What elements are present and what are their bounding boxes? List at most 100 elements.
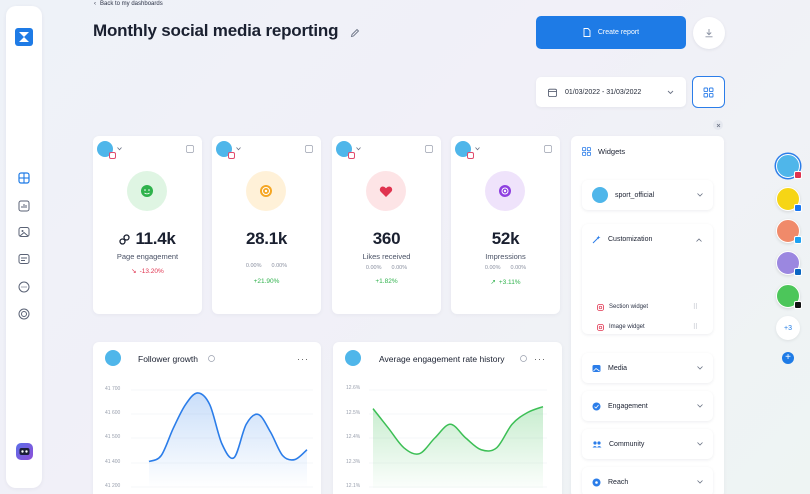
target-icon bbox=[260, 185, 272, 197]
account-avatar[interactable] bbox=[336, 141, 355, 159]
kpi-delta: ↗ +3.11% bbox=[451, 278, 560, 287]
account-selector[interactable]: sport_official bbox=[582, 180, 713, 210]
customization-label: Customization bbox=[608, 236, 653, 243]
heart-icon bbox=[379, 186, 393, 197]
eye-icon bbox=[499, 185, 511, 197]
instagram-badge-icon bbox=[228, 152, 235, 159]
download-icon bbox=[705, 29, 713, 38]
info-icon[interactable] bbox=[305, 145, 313, 153]
account-avatar[interactable] bbox=[216, 141, 235, 159]
listening-icon[interactable] bbox=[18, 308, 30, 320]
account-avatar[interactable] bbox=[97, 141, 116, 159]
chevron-down-icon[interactable] bbox=[117, 147, 122, 151]
image-icon[interactable] bbox=[18, 226, 30, 238]
download-button[interactable] bbox=[693, 17, 725, 49]
account-avatar[interactable] bbox=[345, 350, 361, 366]
widget-group-community[interactable]: Community bbox=[582, 429, 713, 459]
account-avatar-linkedin[interactable] bbox=[776, 251, 802, 276]
more-options-icon[interactable]: ··· bbox=[297, 354, 309, 364]
logo-icon[interactable] bbox=[15, 28, 33, 46]
widgets-header: Widgets bbox=[582, 147, 625, 156]
tiktok-badge-icon bbox=[794, 301, 802, 309]
metric-badge bbox=[366, 171, 406, 211]
kpi-delta: ↘ -13.20% bbox=[93, 267, 202, 276]
kpi-card-likes: 360 Likes received 0.00% 0.00% +1.82% bbox=[332, 136, 441, 314]
chevron-down-icon[interactable] bbox=[356, 147, 361, 151]
instagram-badge-icon bbox=[794, 171, 802, 179]
instagram-badge-icon bbox=[109, 152, 116, 159]
widgets-header-label: Widgets bbox=[598, 147, 626, 156]
close-panel-button[interactable] bbox=[713, 120, 723, 130]
image-icon bbox=[592, 364, 601, 372]
info-icon[interactable] bbox=[544, 145, 552, 153]
follower-growth-card: Follower growth ··· 41 700 41 600 41 500… bbox=[93, 342, 321, 494]
info-icon[interactable] bbox=[186, 145, 194, 153]
kpi-value-text: 28.1k bbox=[245, 229, 288, 248]
dashboard-icon[interactable] bbox=[18, 172, 30, 184]
date-range-picker[interactable]: 01/03/2022 - 31/03/2022 bbox=[536, 77, 686, 107]
y-tick: 41 200 bbox=[105, 483, 121, 489]
create-report-button[interactable]: Create report bbox=[536, 16, 686, 49]
chart-title: Average engagement rate history bbox=[379, 354, 505, 364]
account-avatar-twitter[interactable] bbox=[776, 219, 802, 244]
metric-badge bbox=[246, 171, 286, 211]
drag-handle-icon[interactable]: ⠿ bbox=[692, 304, 698, 311]
facebook-badge-icon bbox=[794, 204, 802, 212]
kpi-subvalues: 0.00% 0.00% bbox=[332, 265, 441, 271]
kpi-value: 11.4k bbox=[93, 229, 202, 249]
back-link[interactable]: ‹ Back to my dashboards bbox=[94, 1, 163, 7]
image-widget-label: Image widget bbox=[609, 324, 645, 330]
grid-view-toggle[interactable] bbox=[692, 76, 725, 108]
image-widget-item[interactable]: Image widget ⠿ bbox=[597, 323, 698, 331]
calendar-icon[interactable] bbox=[18, 253, 30, 265]
kpi-delta-value: -13.20% bbox=[139, 267, 164, 275]
kpi-value-text: 11.4k bbox=[135, 229, 176, 248]
engagement-area bbox=[373, 406, 543, 488]
drag-handle-icon[interactable]: ⠿ bbox=[692, 324, 698, 331]
arrow-up-icon: ↗ bbox=[490, 279, 496, 286]
account-avatar[interactable] bbox=[455, 141, 474, 159]
arrow-down-icon: ↘ bbox=[131, 268, 137, 275]
analytics-icon[interactable] bbox=[18, 200, 30, 212]
follower-growth-line bbox=[148, 392, 308, 463]
section-widget-item[interactable]: Section widget ⠿ bbox=[597, 303, 698, 311]
magic-wand-icon bbox=[592, 235, 601, 244]
chevron-up-icon bbox=[696, 237, 702, 242]
instagram-icon bbox=[597, 323, 604, 331]
customization-header[interactable]: Customization bbox=[592, 235, 702, 244]
messages-icon[interactable] bbox=[18, 281, 30, 293]
account-avatar-facebook[interactable] bbox=[776, 187, 802, 212]
info-icon[interactable] bbox=[425, 145, 433, 153]
widget-group-engagement[interactable]: Engagement bbox=[582, 391, 713, 421]
account-avatar-instagram[interactable] bbox=[776, 154, 802, 179]
kpi-delta: +21.90% bbox=[212, 278, 321, 285]
chevron-left-icon: ‹ bbox=[94, 1, 96, 7]
user-avatar[interactable] bbox=[16, 443, 33, 460]
info-icon[interactable] bbox=[208, 355, 215, 362]
chevron-down-icon[interactable] bbox=[475, 147, 480, 151]
kpi-card-engagement: 11.4k Page engagement ↘ -13.20% bbox=[93, 136, 202, 314]
more-accounts-button[interactable]: +3 bbox=[776, 316, 800, 340]
chevron-down-icon[interactable] bbox=[236, 147, 241, 151]
kpi-sub-right: 0.00% bbox=[391, 265, 408, 271]
chevron-down-icon bbox=[697, 442, 703, 446]
widget-group-media[interactable]: Media bbox=[582, 353, 713, 383]
chevron-down-icon bbox=[697, 193, 703, 197]
account-avatar-tiktok[interactable] bbox=[776, 284, 802, 309]
more-options-icon[interactable]: ··· bbox=[534, 354, 546, 364]
grid-icon bbox=[703, 87, 714, 97]
add-account-button[interactable]: + bbox=[782, 352, 794, 364]
account-avatar[interactable] bbox=[105, 350, 121, 366]
metric-badge bbox=[485, 171, 525, 211]
kpi-card-impressions: 52k Impressions 0.00% 0.00% ↗ +3.11% bbox=[451, 136, 560, 314]
follower-growth-area bbox=[149, 392, 307, 488]
instagram-badge-icon bbox=[467, 152, 474, 159]
pencil-icon[interactable] bbox=[350, 28, 360, 38]
customization-section: Customization Section widget ⠿ Image wid… bbox=[582, 224, 713, 334]
widget-group-reach[interactable]: Reach bbox=[582, 467, 713, 494]
date-range-value: 01/03/2022 - 31/03/2022 bbox=[565, 88, 642, 96]
left-nav bbox=[6, 6, 42, 488]
info-icon[interactable] bbox=[520, 355, 527, 362]
y-tick: 12.5% bbox=[346, 410, 361, 416]
y-tick: 12.6% bbox=[346, 385, 361, 391]
